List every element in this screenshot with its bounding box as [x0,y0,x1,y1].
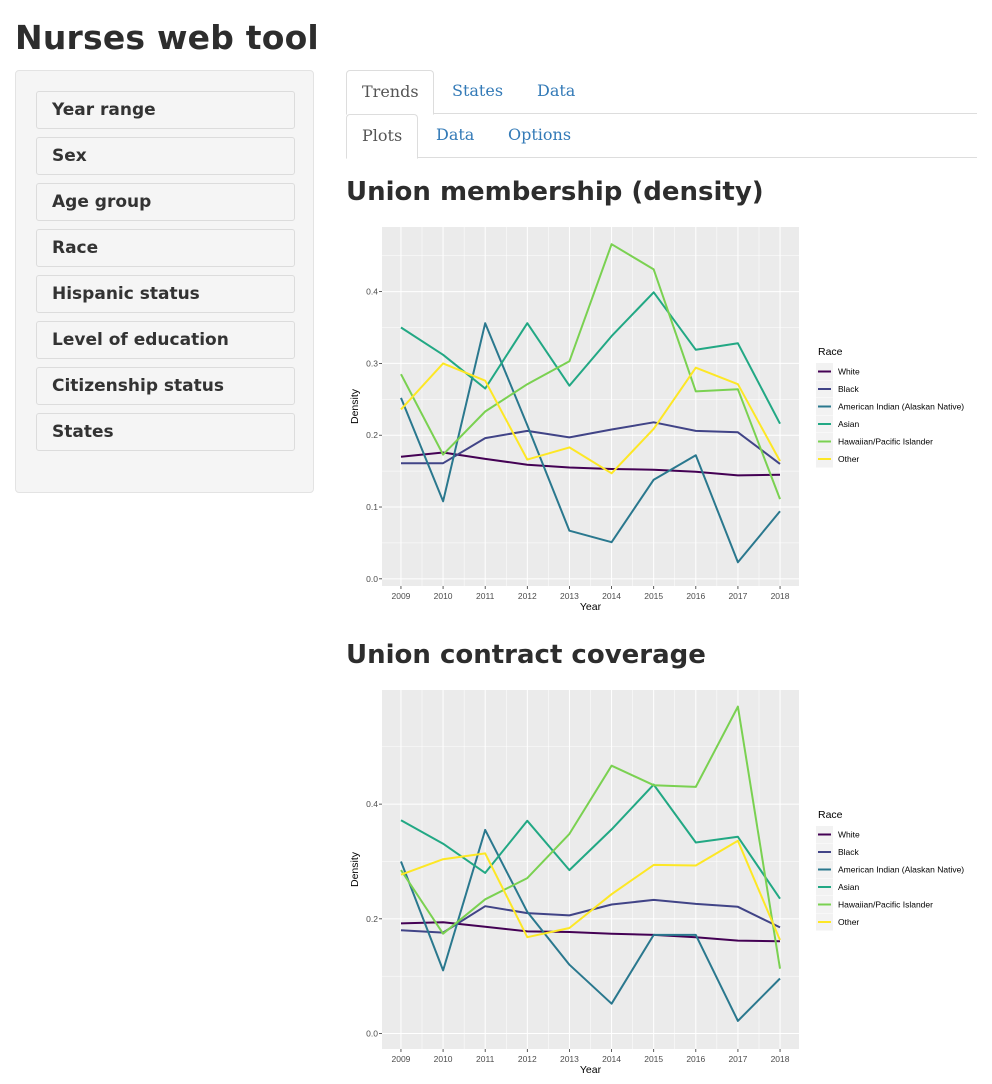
legend-label: Asian [838,882,860,892]
x-tick-label: 2018 [771,1054,790,1064]
sub-tabs: Plots Data Options [346,114,977,159]
legend-title: Race [818,809,843,821]
x-tick-label: 2012 [518,1054,537,1064]
series-line [400,705,781,969]
x-axis-label: Year [580,601,602,613]
coverage-chart: 2009 2010 2011 2012 2013 2014 2015 2016 2017 2018… [349,690,964,1076]
x-tick-label: 2015 [644,591,663,601]
series-line [400,451,781,477]
x-tick-label: 2016 [686,591,705,601]
series-line [400,921,781,943]
legend-label: Other [838,917,859,927]
tab-trends[interactable]: Trends [346,70,434,115]
x-tick-label: 2013 [560,1054,579,1064]
sidebar-item-hispanic-status[interactable]: Hispanic status [36,275,295,313]
x-tick-label: 2012 [518,591,537,601]
tab-plots[interactable]: Plots [346,114,418,159]
y-tick-label: 0.0 [366,574,378,584]
series-line [400,839,781,941]
sidebar-item-race[interactable]: Race [36,229,295,267]
y-tick-label: 0.1 [366,502,378,512]
x-tick-label: 2018 [771,591,790,601]
y-tick-label: 0.2 [366,914,378,924]
membership-chart: 2009 2010 2011 2012 2013 2014 2015 2016 2017 2018… [349,227,964,613]
legend-label: White [838,830,860,840]
x-tick-label: 2010 [434,591,453,601]
x-tick-label: 2011 [476,591,495,601]
y-tick-label: 0.2 [366,430,378,440]
tab-sub-data[interactable]: Data [436,125,475,144]
series-line [400,362,781,475]
x-tick-label: 2009 [391,1054,410,1064]
y-axis-label: Density [349,388,361,424]
x-tick-label: 2014 [602,1054,621,1064]
sidebar-panel: Year range Sex Age group Race Hispanic s… [15,70,314,493]
x-tick-label: 2017 [728,591,747,601]
legend-label: Black [838,384,860,394]
tab-data[interactable]: Data [537,81,576,100]
legend-label: White [838,367,860,377]
legend-label: American Indian (Alaskan Native) [838,402,964,412]
x-tick-label: 2015 [644,1054,663,1064]
x-tick-label: 2016 [686,1054,705,1064]
legend-label: Hawaiian/Pacific Islander [838,900,933,910]
tab-options[interactable]: Options [508,125,572,144]
section-title-coverage: Union contract coverage [346,640,706,670]
x-tick-label: 2009 [391,591,410,601]
series-line [400,783,781,900]
series-line [401,421,781,465]
series-line [400,243,781,500]
sidebar-item-age-group[interactable]: Age group [36,183,295,221]
main-tabs: Trends States Data [346,70,977,115]
legend-label: Asian [838,419,860,429]
legend-label: Hawaiian/Pacific Islander [838,437,933,447]
legend-label: Other [838,454,859,464]
x-tick-label: 2017 [728,1054,747,1064]
y-tick-label: 0.4 [366,799,378,809]
sidebar-item-level-of-education[interactable]: Level of education [36,321,295,359]
x-tick-label: 2014 [602,591,621,601]
legend-label: Black [838,847,860,857]
sidebar-item-citizenship-status[interactable]: Citizenship status [36,367,295,405]
legend-label: American Indian (Alaskan Native) [838,865,964,875]
y-tick-label: 0.3 [366,358,378,368]
sidebar-item-year-range[interactable]: Year range [36,91,295,129]
x-tick-label: 2013 [560,591,579,601]
y-tick-label: 0.4 [366,287,378,297]
y-axis-label: Density [349,851,361,887]
x-axis-label: Year [580,1064,602,1076]
series-line [400,828,781,1022]
y-tick-label: 0.0 [366,1029,378,1039]
x-tick-label: 2011 [476,1054,495,1064]
sidebar-item-sex[interactable]: Sex [36,137,295,175]
x-tick-label: 2010 [434,1054,453,1064]
series-line [400,322,781,564]
sidebar-item-states[interactable]: States [36,413,295,451]
app-title: Nurses web tool [15,18,319,57]
tab-states[interactable]: States [452,81,504,100]
section-title-membership: Union membership (density) [346,177,764,207]
legend-title: Race [818,346,843,358]
